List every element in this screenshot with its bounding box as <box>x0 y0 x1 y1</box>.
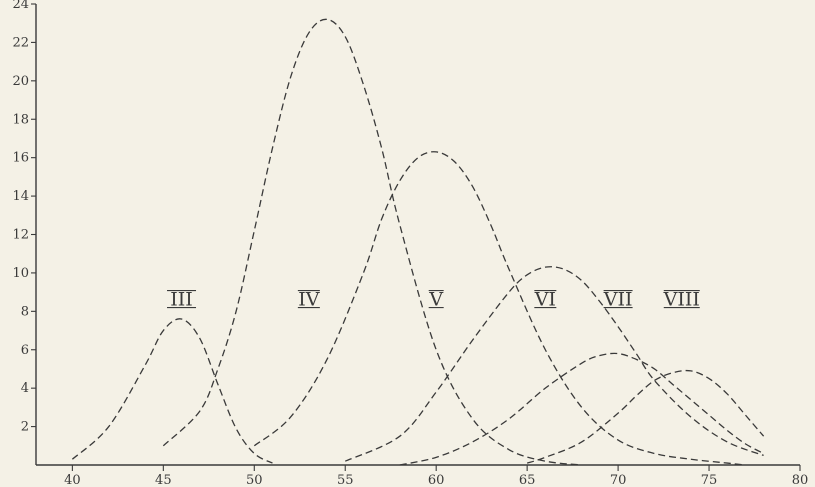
y-tick-label: 8 <box>21 304 29 319</box>
series-label-v: V <box>428 289 443 311</box>
y-tick-label: 10 <box>12 266 29 281</box>
y-tick-label: 2 <box>21 420 29 435</box>
series-label-vi: VI <box>534 289 556 311</box>
series-curves <box>71 18 765 466</box>
x-tick-label: 50 <box>246 473 263 487</box>
x-tick-label: 45 <box>155 473 172 487</box>
y-tick-label: 12 <box>12 228 29 243</box>
y-tick-label: 4 <box>21 381 29 396</box>
x-tick-label: 55 <box>337 473 354 487</box>
series-label-vii: VII <box>603 289 633 311</box>
y-tick-label: 22 <box>12 35 29 50</box>
x-tick-label: 40 <box>64 473 81 487</box>
series-label-iii: III <box>170 289 193 311</box>
series-curve-vii <box>399 352 764 466</box>
y-tick-label: 18 <box>12 112 29 127</box>
series-label-iv: IV <box>298 289 320 311</box>
y-tick-label: 14 <box>12 189 29 204</box>
x-tick-label: 80 <box>792 473 809 487</box>
series-labels: III IV V VI VII VIII <box>167 289 700 311</box>
y-tick-label: 20 <box>12 74 29 89</box>
series-label-viii: VIII <box>663 289 700 311</box>
x-tick-label: 65 <box>519 473 536 487</box>
series-curve-iii <box>71 318 273 464</box>
x-tick-label: 70 <box>610 473 627 487</box>
series-curve-vi <box>344 266 764 462</box>
x-tick-label: 75 <box>701 473 718 487</box>
series-curve-viii <box>526 369 765 464</box>
y-tick-label: 24 <box>12 0 29 12</box>
x-tick-label: 60 <box>428 473 445 487</box>
y-tick-label: 16 <box>12 151 29 166</box>
series-curve-v <box>253 151 746 466</box>
series-curve-iv <box>162 18 582 466</box>
y-tick-label: 6 <box>21 343 29 358</box>
